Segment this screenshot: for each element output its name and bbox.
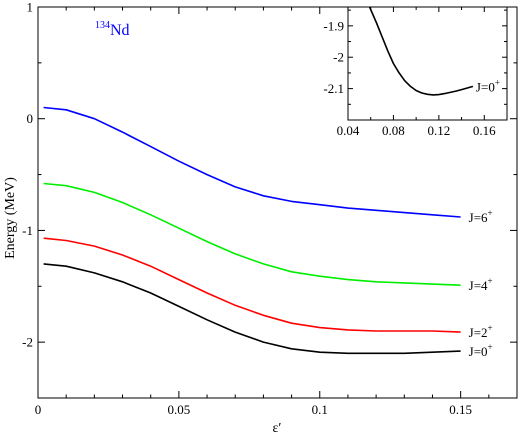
y-tick-label: -2 xyxy=(22,335,33,350)
inset-y-tick-label: -2.1 xyxy=(323,81,344,96)
inset-series-label: J=0+ xyxy=(476,77,500,94)
inset-x-tick-label: 0.04 xyxy=(337,123,360,138)
inset-y-tick-label: -2 xyxy=(333,50,344,65)
series-line xyxy=(43,182,461,286)
x-tick-label: 0.05 xyxy=(168,402,191,417)
y-tick-label: -1 xyxy=(22,223,33,238)
series-label: J=4+ xyxy=(469,276,493,293)
y-axis-label: Energy (MeV) xyxy=(3,177,18,259)
inset-x-tick-label: 0.16 xyxy=(473,123,496,138)
inset-x-tick-label: 0.08 xyxy=(382,123,405,138)
inset-frame xyxy=(347,6,508,121)
series-line xyxy=(43,106,461,218)
series-line xyxy=(43,263,461,355)
inset-x-tick-label: 0.12 xyxy=(427,123,450,138)
x-tick-label: 0 xyxy=(35,402,42,417)
inset-plot: 0.04 0.08 0.12 0.16 -1.9 -2 -2.1 J=0+ xyxy=(323,6,508,138)
main-plot: 0 0.05 0.1 0.15 1 0 -1 -2 J=6+ J=4+ J=2+ J=0+ 134Nd xyxy=(22,0,518,417)
plot-frame xyxy=(37,6,518,399)
series-label: J=6+ xyxy=(469,208,493,225)
series-label: J=0+ xyxy=(469,342,493,359)
y-tick-label: 1 xyxy=(27,0,34,15)
x-tick-label: 0.15 xyxy=(449,402,472,417)
y-tick-label: 0 xyxy=(27,111,34,126)
inset-series-line xyxy=(368,6,474,96)
nucleus-label: 134Nd xyxy=(95,20,130,39)
x-axis-label: ε′ xyxy=(273,421,282,436)
inset-y-tick-label: -1.9 xyxy=(323,18,344,33)
x-tick-label: 0.1 xyxy=(312,402,328,417)
series-label: J=2+ xyxy=(469,323,493,340)
series-line xyxy=(43,237,461,333)
